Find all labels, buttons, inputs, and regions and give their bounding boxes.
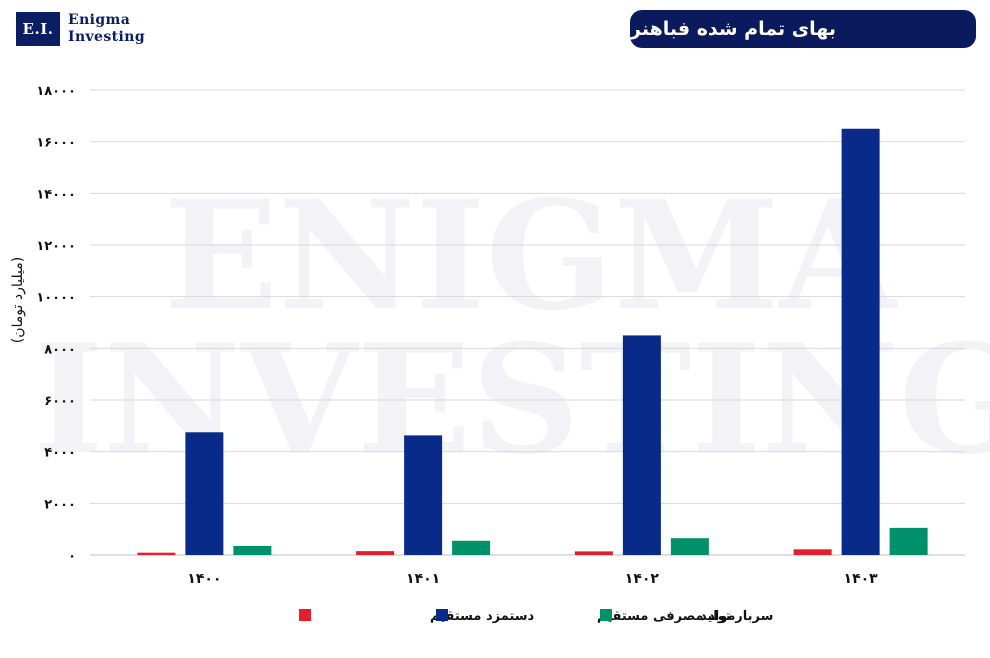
- bars: [137, 128, 928, 555]
- bar: [452, 540, 491, 555]
- bar: [185, 432, 224, 555]
- y-tick-label: ۱۸۰۰۰: [36, 84, 76, 99]
- watermark-line-1: ENIGMA: [164, 168, 899, 344]
- logo-line-1: Enigma: [68, 12, 131, 28]
- y-tick-label: ۸۰۰۰: [44, 342, 76, 357]
- bar: [793, 549, 832, 555]
- legend-swatch: [600, 609, 612, 621]
- y-axis-label: (میلیارد تومان): [10, 257, 26, 343]
- x-tick-label: ۱۴۰۳: [844, 571, 879, 587]
- x-axis-ticks: ۱۴۰۰ ۱۴۰۱ ۱۴۰۲ ۱۴۰۳: [187, 571, 878, 587]
- logo-mark: E.I.: [16, 12, 60, 46]
- brand-logo: E.I. Enigma Investing: [16, 12, 145, 46]
- legend-swatch: [436, 609, 448, 621]
- y-tick-label: ۱۰۰۰۰: [36, 291, 76, 306]
- y-tick-label: ۰: [68, 549, 76, 564]
- bar: [233, 545, 272, 555]
- bar: [574, 551, 613, 555]
- bar: [670, 538, 709, 555]
- bar: [889, 527, 928, 555]
- legend-swatch: [299, 609, 311, 621]
- bar: [404, 435, 443, 555]
- logo-line-2: Investing: [68, 29, 146, 45]
- chart-title: بهای تمام شده فباهنر: [630, 10, 976, 48]
- legend-label: سربار تولید: [700, 609, 773, 624]
- y-tick-label: ۱۲۰۰۰: [36, 239, 76, 254]
- bar: [356, 551, 395, 555]
- legend-label: دستمزد مستقیم: [430, 609, 535, 624]
- y-axis-ticks: ۰ ۲۰۰۰ ۴۰۰۰ ۶۰۰۰ ۸۰۰۰ ۱۰۰۰۰ ۱۲۰۰۰ ۱۴۰۰۰ ۱۶۰۰۰ ۱۸۰…: [36, 84, 76, 564]
- bar: [622, 335, 661, 555]
- y-tick-label: ۱۶۰۰۰: [36, 136, 76, 151]
- bar: [841, 128, 880, 555]
- y-tick-label: ۶۰۰۰: [44, 394, 76, 409]
- logo-wordmark: Enigma Investing: [68, 12, 145, 46]
- bar: [137, 552, 176, 555]
- legend-label: مواد مصرفی مستقیم: [597, 609, 735, 624]
- x-tick-label: ۱۴۰۰: [187, 571, 221, 587]
- x-tick-label: ۱۴۰۲: [625, 571, 660, 587]
- x-tick-label: ۱۴۰۱: [406, 571, 440, 587]
- y-tick-label: ۲۰۰۰: [44, 497, 76, 512]
- y-tick-label: ۴۰۰۰: [44, 446, 76, 461]
- y-tick-label: ۱۴۰۰۰: [36, 187, 76, 202]
